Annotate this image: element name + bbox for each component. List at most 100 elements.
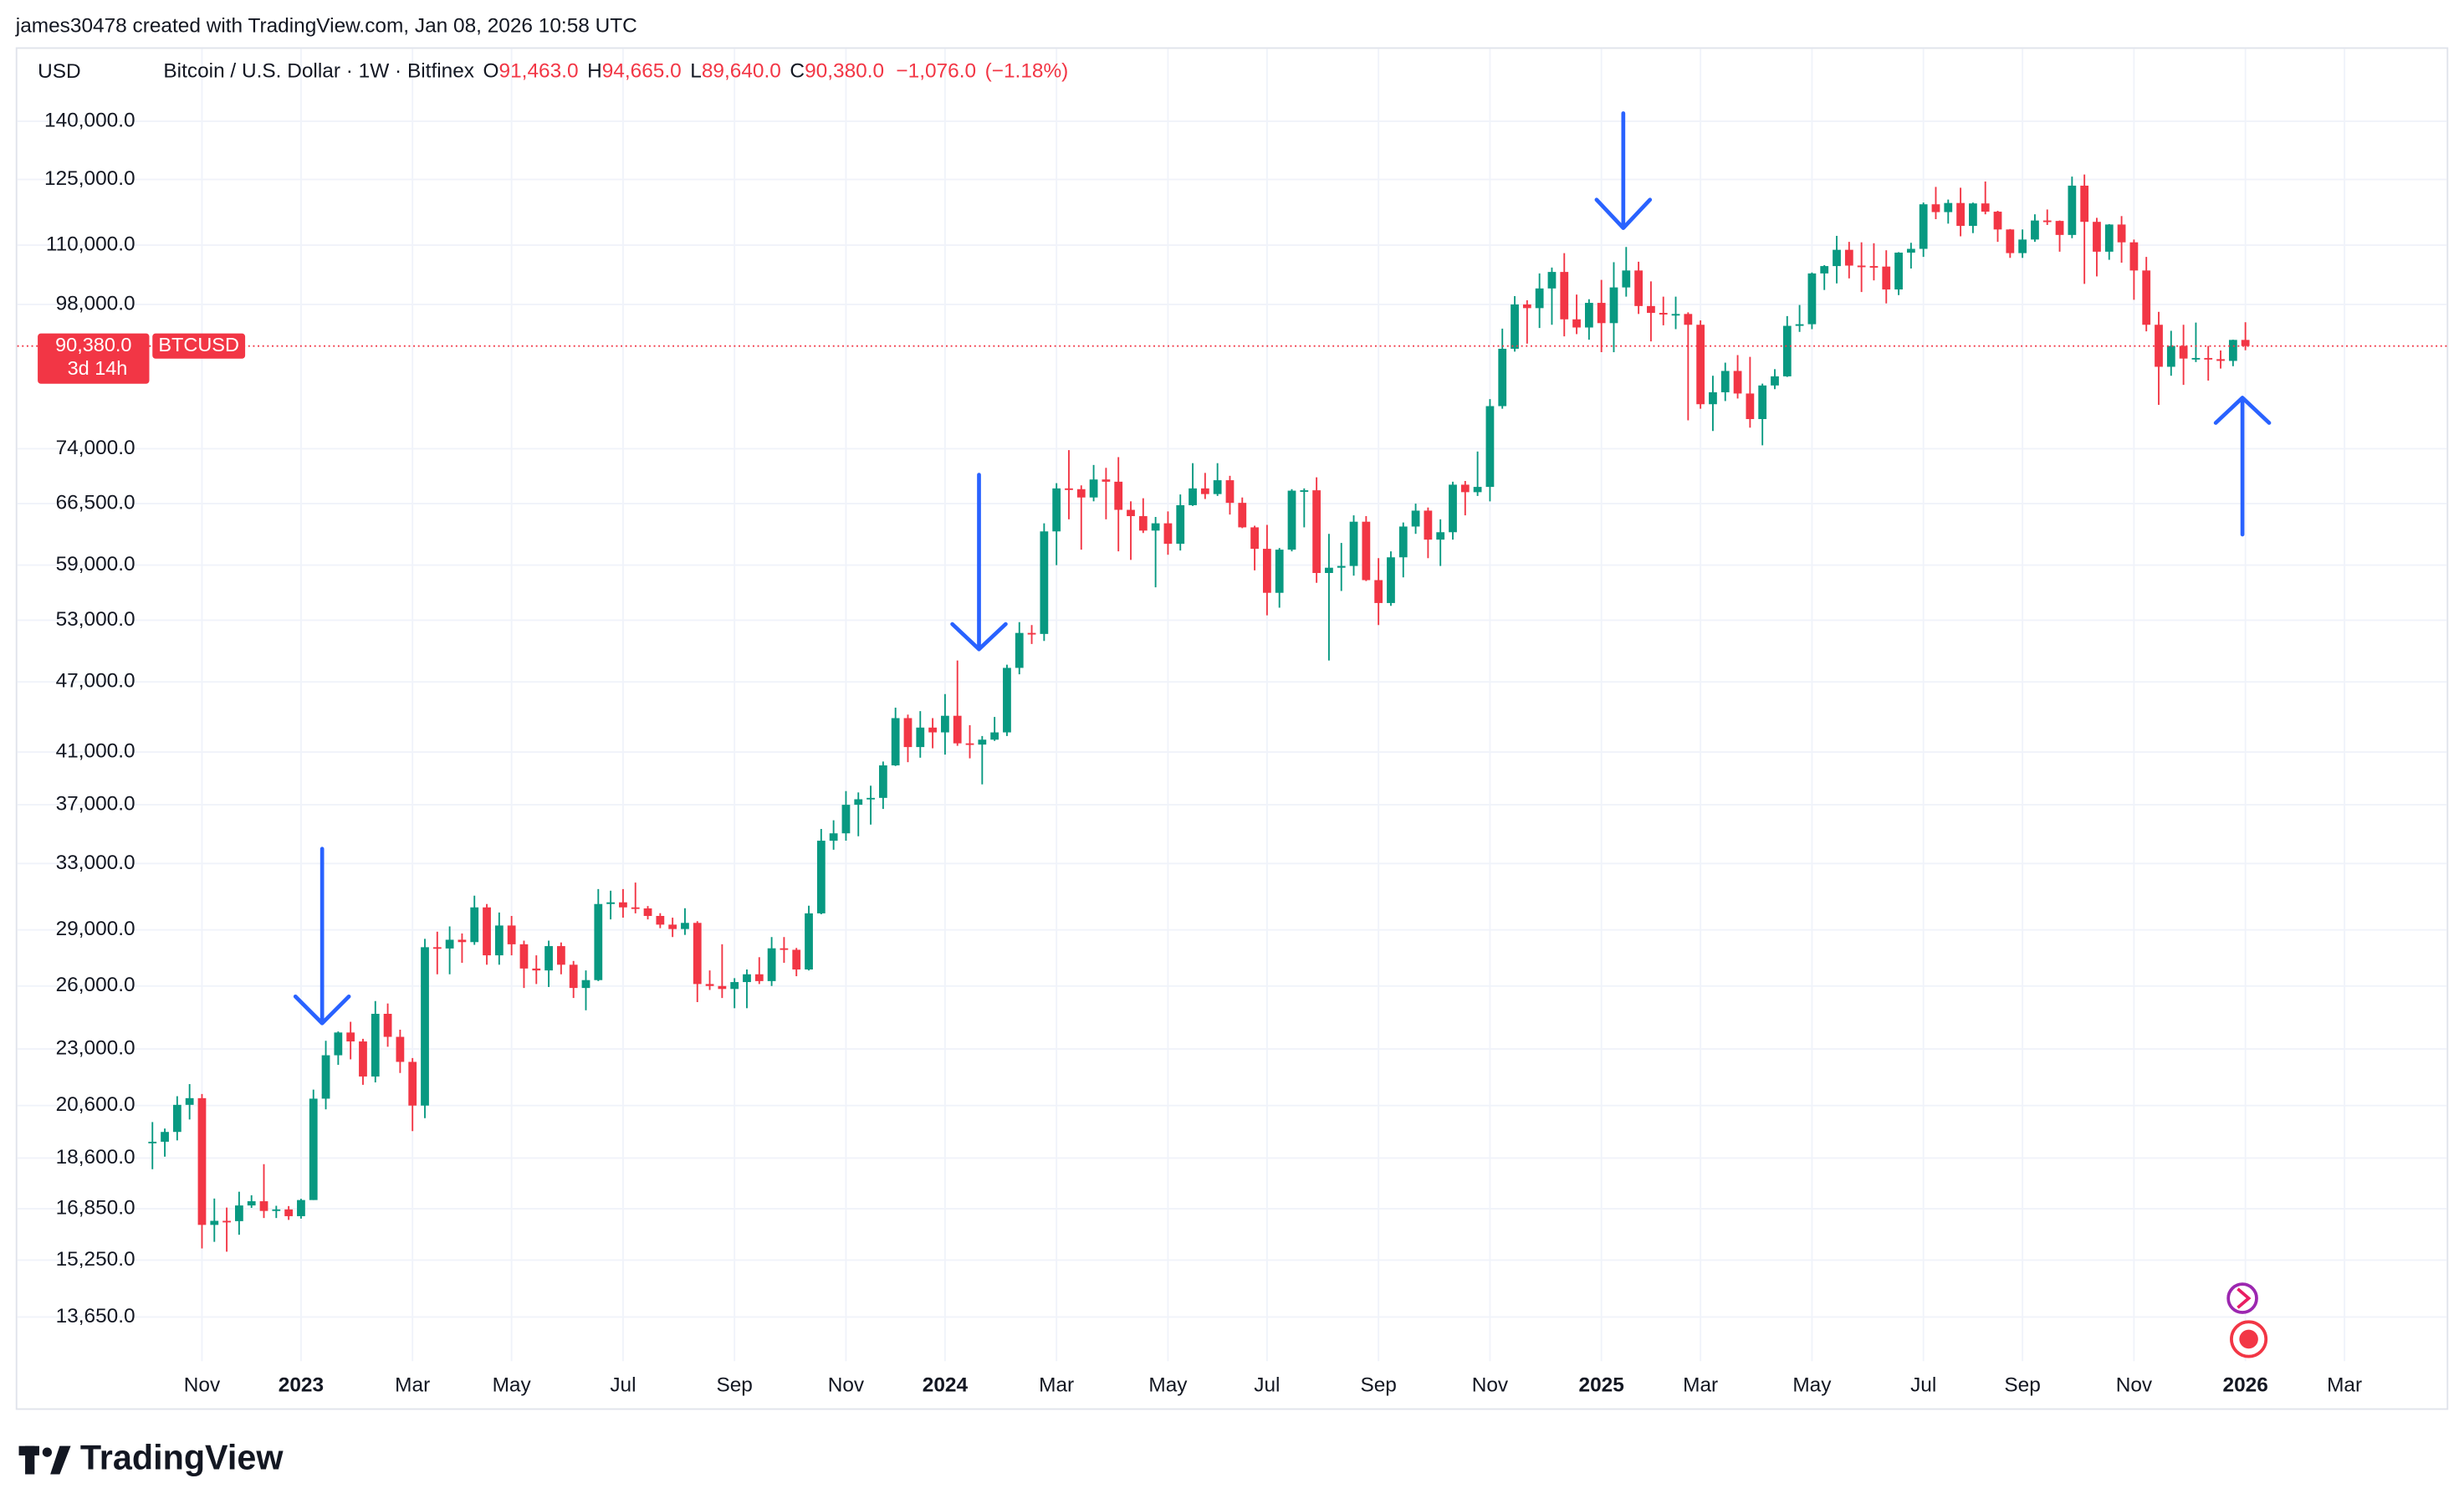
candle-body xyxy=(247,1201,256,1206)
x-tick-label: Nov xyxy=(1472,1374,1509,1397)
candle-body xyxy=(594,903,603,980)
candle-body xyxy=(619,902,627,908)
candle-body xyxy=(544,946,553,971)
candle-body xyxy=(222,1220,231,1223)
candle-body xyxy=(309,1098,318,1200)
candle-body xyxy=(148,1141,157,1143)
candle-body xyxy=(1151,523,1160,531)
y-tick-label: 66,500.0 xyxy=(56,492,135,514)
candle-body xyxy=(1622,270,1631,288)
candle-body xyxy=(1634,270,1643,306)
candle-body xyxy=(1584,303,1593,328)
candle-body xyxy=(421,947,429,1106)
candle-body xyxy=(1944,202,1953,212)
candle-body xyxy=(2042,220,2052,223)
candle-body xyxy=(581,980,590,989)
candle-body xyxy=(556,946,565,965)
candle-body xyxy=(297,1200,305,1216)
x-tick-label: Mar xyxy=(395,1374,430,1397)
candle-body xyxy=(1213,480,1222,494)
brand-logo[interactable]: TradingView xyxy=(18,1439,284,1477)
candle-body xyxy=(1312,490,1321,574)
currency-label[interactable]: USD xyxy=(38,60,81,83)
arrow xyxy=(2213,396,2272,537)
candle-body xyxy=(1263,549,1271,593)
y-tick-label: 59,000.0 xyxy=(56,553,135,575)
candle-body xyxy=(172,1104,181,1133)
x-tick-label: Nov xyxy=(2116,1374,2153,1397)
y-tick-label: 18,600.0 xyxy=(56,1146,135,1169)
candle-body xyxy=(1597,303,1606,324)
candle-body xyxy=(483,907,491,956)
candle-body xyxy=(432,947,442,949)
y-tick-label: 110,000.0 xyxy=(46,233,135,255)
candle-body xyxy=(705,984,714,986)
candle-body xyxy=(1869,266,1879,268)
candle-body xyxy=(1411,510,1420,527)
candle-body xyxy=(990,732,999,740)
candle-body xyxy=(1238,503,1247,528)
candle-body xyxy=(1424,510,1433,540)
event-icon-mark xyxy=(2237,1287,2252,1309)
candle-body xyxy=(532,968,541,971)
candle-body xyxy=(965,743,974,745)
candle-body xyxy=(1300,490,1309,493)
candle-body xyxy=(891,718,900,765)
candle-body xyxy=(1720,371,1730,392)
attribution: james30478 created with TradingView.com,… xyxy=(15,15,637,38)
price-tag-countdown: 3d 14h xyxy=(68,357,128,379)
candle-body xyxy=(792,949,801,970)
candle-body xyxy=(1844,249,1853,266)
candle-body xyxy=(2068,185,2077,235)
candle-body xyxy=(1362,521,1371,581)
candle-body xyxy=(210,1220,219,1225)
x-tick-label: Nov xyxy=(184,1374,221,1397)
candle-body xyxy=(681,923,689,929)
x-tick-label: 2023 xyxy=(279,1374,324,1397)
candle-body xyxy=(2142,270,2151,325)
candle-body xyxy=(2204,357,2213,360)
price-tag-value: 90,380.0 xyxy=(55,334,131,356)
candle-body xyxy=(643,908,652,916)
x-tick-label: Mar xyxy=(1039,1374,1074,1397)
candle-body xyxy=(1746,393,1755,419)
candle-body xyxy=(494,925,504,956)
candle-body xyxy=(321,1055,330,1099)
candle-body xyxy=(1485,406,1495,488)
candle-body xyxy=(693,923,702,985)
candle-body xyxy=(519,944,529,969)
candle-body xyxy=(941,715,949,733)
y-tick-label: 98,000.0 xyxy=(56,292,135,315)
candle-body xyxy=(1882,266,1891,290)
candle-body xyxy=(854,799,863,806)
candle-body xyxy=(767,948,776,981)
candle-body xyxy=(1449,484,1457,533)
y-tick-label: 125,000.0 xyxy=(44,167,135,190)
chart-frame xyxy=(15,47,2449,1410)
candle-body xyxy=(1993,212,2002,230)
candle-body xyxy=(1027,632,1036,635)
candle-body xyxy=(1647,305,1655,314)
x-tick-label: Mar xyxy=(2327,1374,2362,1397)
candle-body xyxy=(1931,204,1940,212)
candle-body xyxy=(1807,273,1817,325)
candle-body xyxy=(470,907,479,943)
candle-body xyxy=(1511,304,1519,349)
candle-body xyxy=(371,1014,380,1077)
event-icon[interactable] xyxy=(2226,1282,2258,1314)
candle-body xyxy=(1833,249,1841,267)
candle-body xyxy=(2031,220,2039,240)
candle-body xyxy=(1473,487,1482,493)
candle-body xyxy=(1906,248,1915,253)
symbol-legend: Bitcoin / U.S. Dollar · 1W · Bitfinex O9… xyxy=(163,60,1068,83)
candle-body xyxy=(1374,580,1383,603)
candle-body xyxy=(780,948,789,950)
candle-body xyxy=(1065,488,1073,490)
brand[interactable]: TradingView xyxy=(80,1439,284,1477)
candle-body xyxy=(1076,489,1086,498)
event-icons[interactable] xyxy=(2226,1282,2268,1358)
y-tick-label: 47,000.0 xyxy=(56,670,135,693)
candle-body xyxy=(743,974,751,983)
